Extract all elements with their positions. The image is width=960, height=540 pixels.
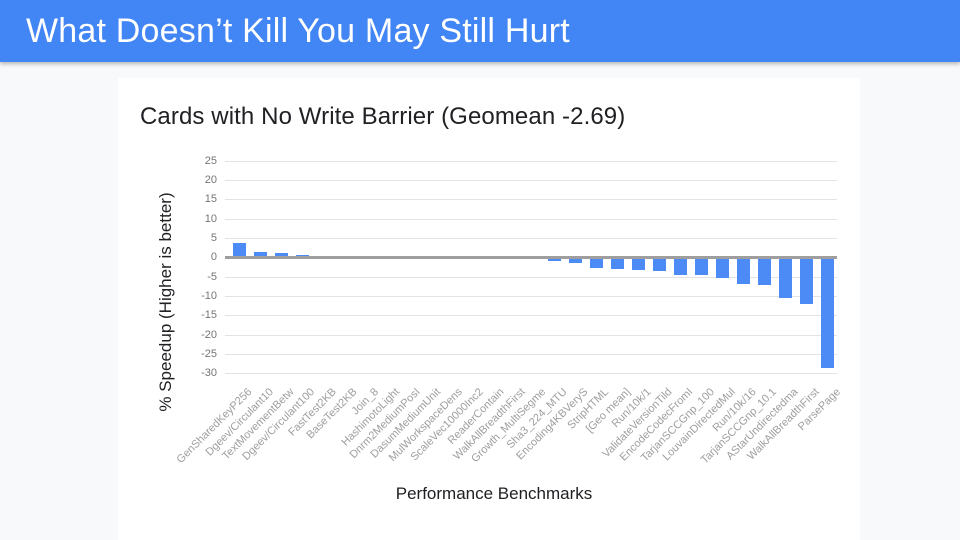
plot-area: % Speedup (Higher is better) Performance… (118, 78, 860, 540)
bar (232, 242, 246, 259)
gridline (225, 276, 837, 278)
gridline (225, 373, 837, 375)
bar (253, 252, 267, 259)
bar (631, 257, 645, 270)
bar (778, 257, 792, 298)
bar (694, 257, 708, 276)
bar (589, 257, 603, 268)
bar (274, 253, 288, 259)
gridline (225, 237, 837, 239)
x-axis-title: Performance Benchmarks (395, 484, 593, 503)
bar (568, 257, 582, 263)
gridline (225, 295, 837, 297)
y-tick-label: 10 (204, 212, 217, 225)
bar (736, 257, 750, 285)
bar (820, 257, 834, 369)
gridline (225, 179, 837, 181)
slide-title: What Doesn’t Kill You May Still Hurt (26, 11, 570, 50)
y-tick-label: 25 (204, 154, 217, 167)
y-tick-label: 15 (204, 193, 217, 206)
y-tick-label: -10 (201, 289, 217, 302)
slide-header: What Doesn’t Kill You May Still Hurt (0, 0, 960, 62)
bar (610, 257, 624, 269)
bar (673, 257, 687, 275)
bar (652, 257, 666, 272)
gridline (225, 353, 837, 355)
y-tick-label: 20 (204, 173, 217, 186)
gridline (225, 315, 837, 317)
y-tick-label: -25 (201, 347, 217, 360)
chart-card: Cards with No Write Barrier (Geomean -2.… (118, 78, 860, 540)
gridline (225, 218, 837, 220)
y-tick-label: -20 (201, 328, 217, 341)
gridline (225, 334, 837, 336)
bar (715, 257, 729, 278)
y-tick-label: 0 (210, 251, 217, 264)
y-tick-label: -30 (201, 367, 217, 380)
gridline (225, 199, 837, 201)
zero-axis-line (225, 256, 837, 260)
y-tick-label: 5 (210, 231, 217, 244)
y-tick-label: -15 (201, 309, 217, 322)
bar (799, 257, 813, 304)
gridline (225, 160, 837, 162)
y-tick-label: -5 (207, 270, 217, 283)
bar (757, 257, 771, 286)
chart-title: Cards with No Write Barrier (Geomean -2.… (140, 103, 626, 130)
